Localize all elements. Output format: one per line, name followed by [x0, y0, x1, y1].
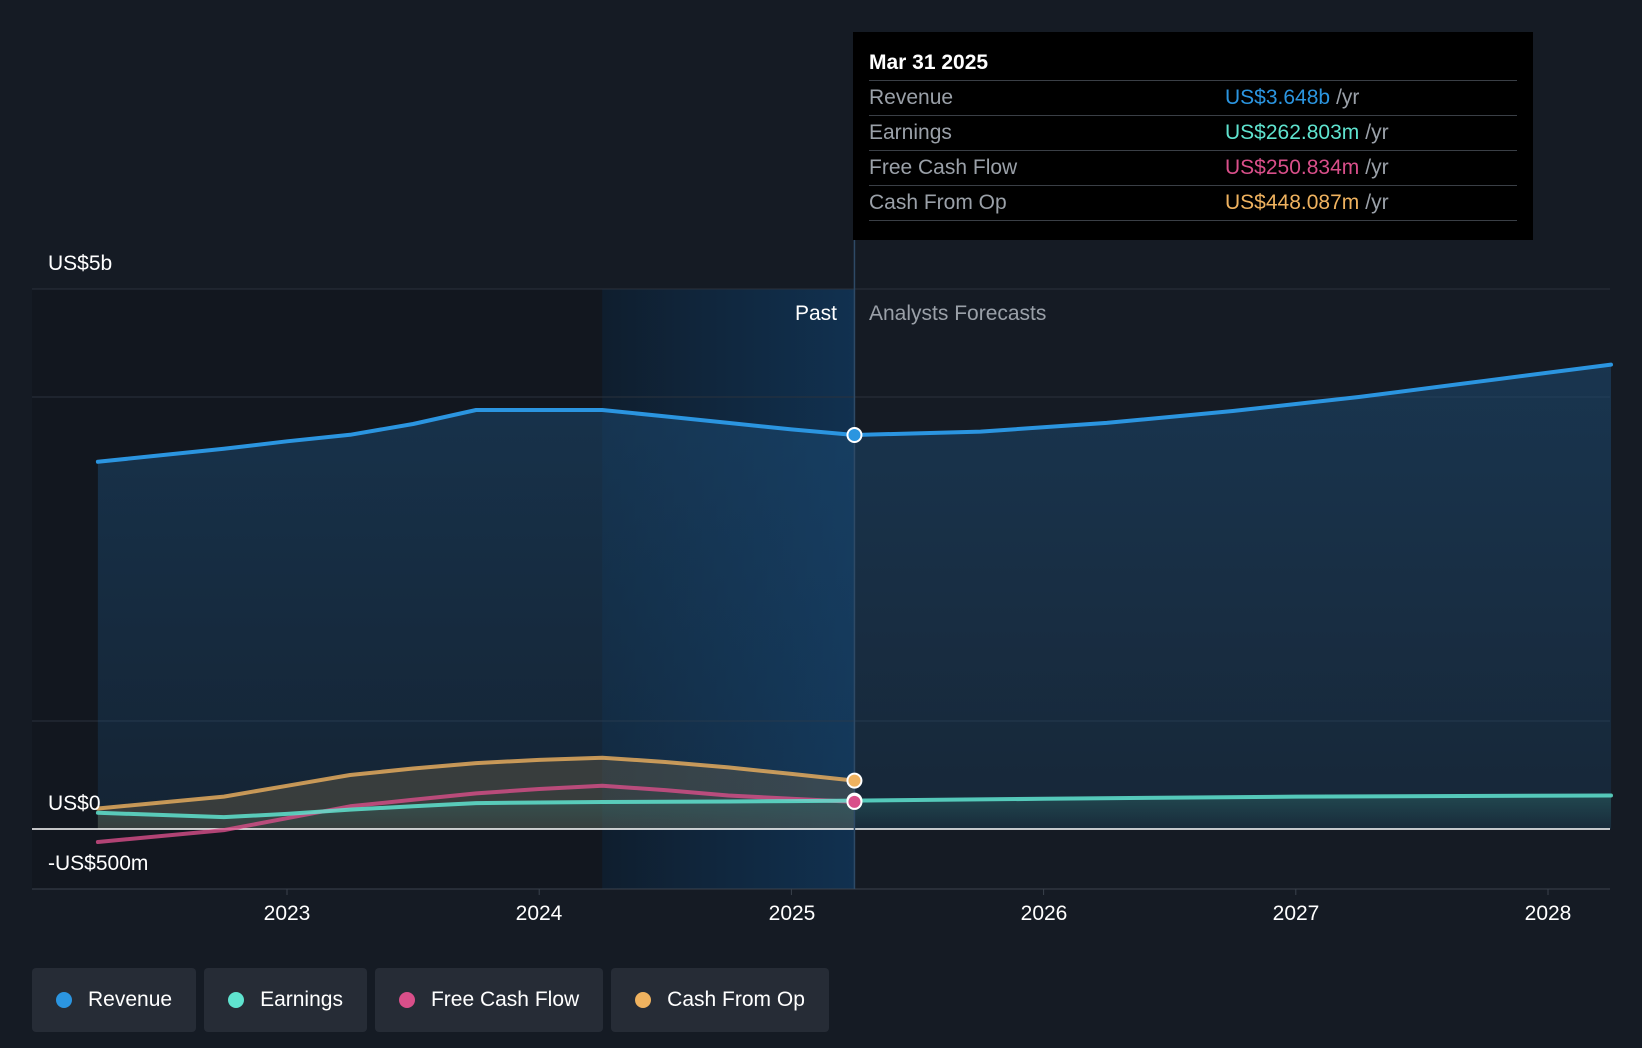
revenue-point-marker [846, 427, 863, 444]
legend-label: Free Cash Flow [430, 988, 580, 1011]
cash-from-op-point-marker [846, 772, 863, 789]
legend-dot-icon [398, 992, 415, 1008]
tooltip-date: Mar 31 2025 [869, 51, 989, 74]
x-tick-label: 2027 [1272, 902, 1320, 925]
y-tick-label-zero: US$0 [48, 792, 101, 815]
tooltip-label: Free Cash Flow [869, 156, 1018, 179]
x-tick-label: 2028 [1524, 902, 1572, 925]
tooltip-value: US$3.648b [1225, 86, 1331, 109]
x-tick-label: 2026 [1020, 902, 1068, 925]
legend-item-free-cash-flow[interactable]: Free Cash Flow [374, 968, 604, 1032]
tooltip-value: US$262.803m [1225, 121, 1360, 144]
tooltip-value: US$250.834m [1225, 156, 1360, 179]
legend-label: Earnings [260, 988, 343, 1011]
free-cash-flow-point-marker [846, 793, 863, 810]
tooltip-value: US$448.087m [1225, 191, 1360, 214]
tooltip-unit: /yr [1336, 86, 1360, 109]
y-tick-label-bottom: -US$500m [48, 852, 149, 875]
tooltip-label: Earnings [869, 121, 952, 144]
revenue-line [95, 362, 1613, 464]
tooltip-row-free-cash-flow: Free Cash Flow US$250.834m /yr [869, 150, 1517, 185]
tooltip-row-revenue: Revenue US$3.648b /yr [869, 80, 1517, 115]
tooltip-unit: /yr [1365, 121, 1389, 144]
legend-label: Revenue [88, 988, 173, 1011]
x-tick-label: 2023 [263, 902, 311, 925]
tooltip-row-earnings: Earnings US$262.803m /yr [869, 115, 1517, 150]
x-tick-label: 2025 [768, 902, 816, 925]
forecast-label: Analysts Forecasts [869, 302, 1047, 325]
tooltip-label: Revenue [869, 86, 954, 109]
tooltip-row-cash-from-op: Cash From Op US$448.087m /yr [869, 185, 1517, 221]
free-cash-flow-line [95, 783, 857, 844]
legend-dot-icon [228, 992, 245, 1008]
legend-item-earnings[interactable]: Earnings [204, 968, 367, 1032]
legend-item-revenue[interactable]: Revenue [32, 968, 197, 1032]
earnings-line [95, 793, 1613, 820]
legend-dot-icon [635, 992, 652, 1008]
x-tick-label: 2024 [515, 902, 563, 925]
y-tick-label-top: US$5b [48, 252, 113, 275]
legend: Revenue Earnings Free Cash Flow Cash Fro… [32, 968, 829, 1032]
tooltip-label: Cash From Op [869, 191, 1007, 214]
cash-from-op-line [95, 755, 857, 811]
data-tooltip: Mar 31 2025 Revenue US$3.648b /yr Earnin… [853, 32, 1533, 240]
legend-dot-icon [56, 992, 72, 1008]
tooltip-unit: /yr [1365, 156, 1389, 179]
past-label: Past [794, 302, 837, 325]
legend-label: Cash From Op [667, 988, 805, 1011]
tooltip-unit: /yr [1365, 191, 1389, 214]
legend-item-cash-from-op[interactable]: Cash From Op [611, 968, 829, 1032]
